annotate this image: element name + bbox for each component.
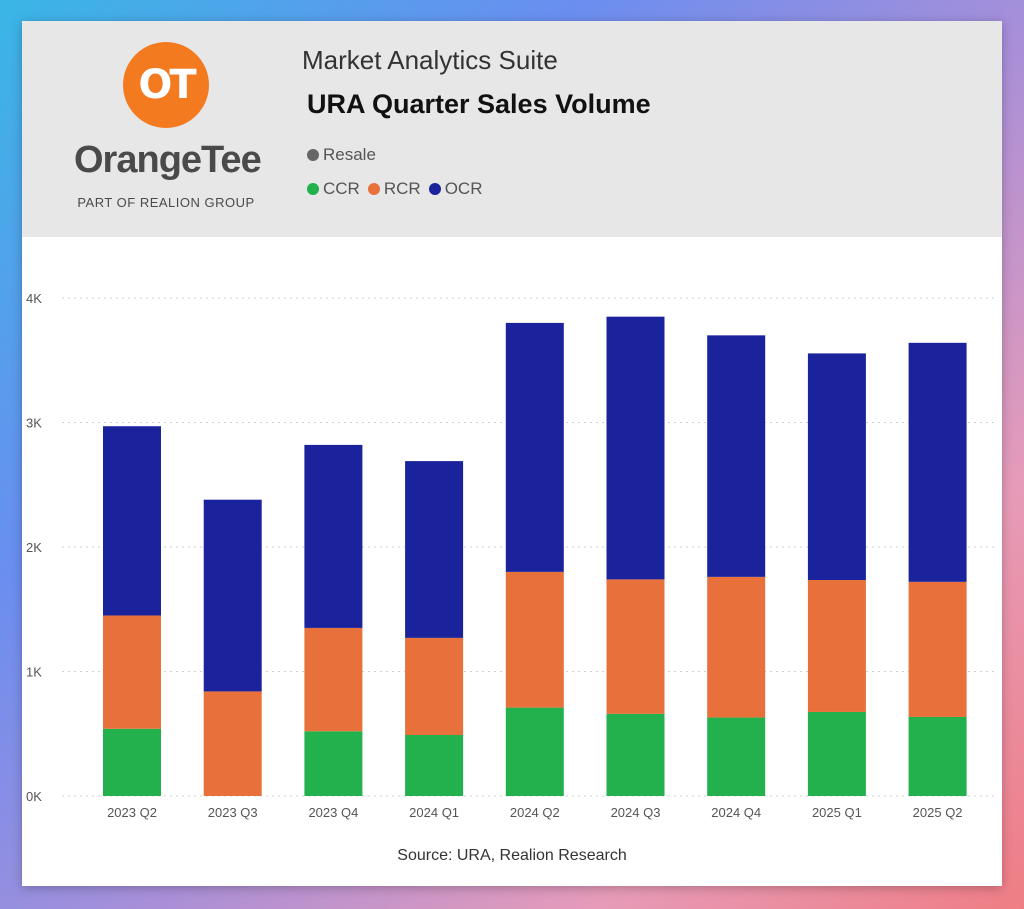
legend-dot-icon [428,183,441,195]
bar-rcr-2024-q1[interactable] [405,637,464,735]
bar-rcr-2025-q1[interactable] [807,579,866,712]
bar-ccr-2023-q2[interactable] [103,728,161,796]
bar-ccr-2024-q1[interactable] [405,734,464,796]
legend-series-row: CCR RCR OCR [307,179,490,199]
legend-dot-icon [307,149,319,161]
x-tick-label: 2023 Q2 [107,805,157,820]
bar-ccr-2023-q4[interactable] [304,731,363,796]
brand-logo-mark: OT [138,62,196,108]
bar-rcr-2023-q2[interactable] [103,615,161,729]
bar-ccr-2025-q2[interactable] [908,716,967,796]
bar-ocr-2023-q3[interactable] [203,499,262,692]
legend-dot-icon [367,183,380,195]
y-tick-label: 2K [26,540,42,555]
y-tick-label: 1K [26,665,42,680]
chart-title: URA Quarter Sales Volume [307,89,651,119]
bar-ocr-2025-q2[interactable] [908,342,967,582]
y-tick-label: 4K [26,291,42,306]
bar-ccr-2024-q4[interactable] [707,717,766,796]
x-tick-label: 2023 Q3 [208,805,258,820]
bar-ocr-2023-q2[interactable] [103,426,161,616]
x-tick-label: 2024 Q3 [611,805,661,820]
bar-ocr-2025-q1[interactable] [807,353,866,580]
x-tick-label: 2024 Q2 [510,805,560,820]
legend-item-rcr[interactable]: RCR [367,179,421,199]
bar-ocr-2024-q1[interactable] [405,461,464,638]
bar-rcr-2023-q4[interactable] [304,627,363,732]
bar-ocr-2024-q3[interactable] [606,316,665,580]
chart-card: OT OrangeTee PART OF REALION GROUP Marke… [22,21,1002,886]
x-tick-label: 2023 Q4 [308,805,358,820]
x-tick-label: 2024 Q4 [711,805,761,820]
suite-title: Market Analytics Suite [302,45,558,75]
legend-item-ccr[interactable]: CCR [307,179,360,199]
chart-source: Source: URA, Realion Research [397,847,627,864]
legend-item-ocr[interactable]: OCR [428,179,483,199]
legend-type-row: Resale [307,145,384,165]
x-tick-label: 2024 Q1 [409,805,459,820]
legend-label-ocr: OCR [444,179,483,198]
x-tick-label: 2025 Q1 [812,805,862,820]
legend-label-resale: Resale [323,145,376,164]
bar-rcr-2024-q2[interactable] [505,571,564,708]
bar-rcr-2024-q3[interactable] [606,579,665,714]
bar-rcr-2024-q4[interactable] [707,576,766,718]
legend-item-resale[interactable]: Resale [307,145,376,165]
bar-rcr-2025-q2[interactable] [908,581,967,717]
bar-chart-plot: 0K 1K 2K 3K 4K 2023 Q2 2023 Q3 2023 Q4 2024 Q1 20… [26,291,997,820]
chart-header: OT OrangeTee PART OF REALION GROUP Marke… [22,21,1002,237]
legend-dot-icon [307,183,319,195]
bar-ccr-2024-q2[interactable] [505,707,564,796]
bar-rcr-2023-q3[interactable] [203,691,262,796]
x-tick-label: 2025 Q2 [913,805,963,820]
brand-logo-icon: OT [123,42,209,128]
bar-ocr-2024-q4[interactable] [707,335,766,577]
brand-tagline: PART OF REALION GROUP [77,195,255,210]
y-tick-label: 0K [26,789,42,804]
legend-label-rcr: RCR [383,179,421,198]
bar-ocr-2024-q2[interactable] [505,322,564,572]
legend-label-ccr: CCR [323,179,360,198]
bar-ccr-2024-q3[interactable] [606,713,665,796]
bar-ccr-2025-q1[interactable] [807,711,866,796]
brand-name: OrangeTee [74,139,262,181]
bar-ocr-2023-q4[interactable] [304,444,363,628]
y-tick-label: 3K [26,416,42,431]
